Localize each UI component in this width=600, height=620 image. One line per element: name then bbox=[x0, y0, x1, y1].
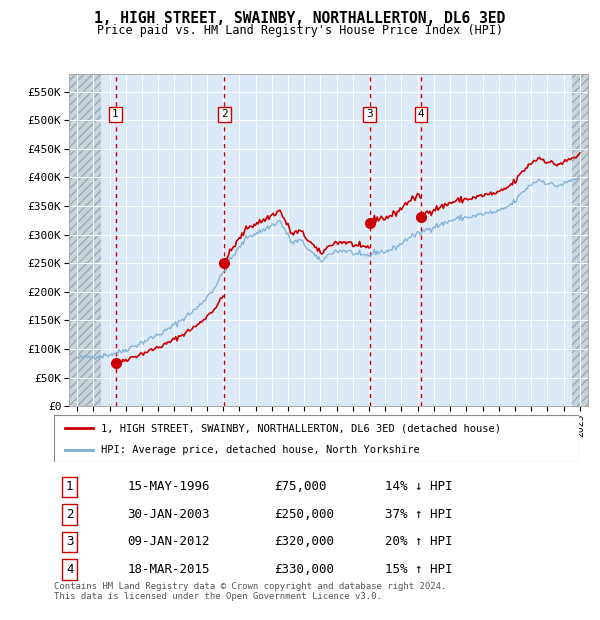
Text: £250,000: £250,000 bbox=[275, 508, 335, 521]
Text: 09-JAN-2012: 09-JAN-2012 bbox=[128, 535, 210, 548]
Text: HPI: Average price, detached house, North Yorkshire: HPI: Average price, detached house, Nort… bbox=[101, 445, 420, 455]
Text: Contains HM Land Registry data © Crown copyright and database right 2024.
This d: Contains HM Land Registry data © Crown c… bbox=[54, 582, 446, 601]
Text: 30-JAN-2003: 30-JAN-2003 bbox=[128, 508, 210, 521]
Text: Price paid vs. HM Land Registry's House Price Index (HPI): Price paid vs. HM Land Registry's House … bbox=[97, 24, 503, 37]
Text: 1, HIGH STREET, SWAINBY, NORTHALLERTON, DL6 3ED (detached house): 1, HIGH STREET, SWAINBY, NORTHALLERTON, … bbox=[101, 423, 501, 433]
FancyBboxPatch shape bbox=[54, 415, 579, 462]
Text: 15-MAY-1996: 15-MAY-1996 bbox=[128, 480, 210, 494]
Text: 20% ↑ HPI: 20% ↑ HPI bbox=[385, 535, 452, 548]
Text: £320,000: £320,000 bbox=[275, 535, 335, 548]
Text: 2: 2 bbox=[66, 508, 74, 521]
Text: 3: 3 bbox=[366, 110, 373, 120]
Text: 37% ↑ HPI: 37% ↑ HPI bbox=[385, 508, 452, 521]
Text: 2: 2 bbox=[221, 110, 228, 120]
Text: 4: 4 bbox=[418, 110, 424, 120]
Text: 3: 3 bbox=[66, 535, 74, 548]
Text: 1: 1 bbox=[112, 110, 119, 120]
Text: 15% ↑ HPI: 15% ↑ HPI bbox=[385, 563, 452, 576]
Text: 4: 4 bbox=[66, 563, 74, 576]
Text: £75,000: £75,000 bbox=[275, 480, 327, 494]
Text: 14% ↓ HPI: 14% ↓ HPI bbox=[385, 480, 452, 494]
Text: 18-MAR-2015: 18-MAR-2015 bbox=[128, 563, 210, 576]
Text: £330,000: £330,000 bbox=[275, 563, 335, 576]
Bar bbox=[69, 74, 101, 406]
Bar bbox=[572, 74, 588, 406]
Text: 1, HIGH STREET, SWAINBY, NORTHALLERTON, DL6 3ED: 1, HIGH STREET, SWAINBY, NORTHALLERTON, … bbox=[94, 11, 506, 25]
Text: 1: 1 bbox=[66, 480, 74, 494]
